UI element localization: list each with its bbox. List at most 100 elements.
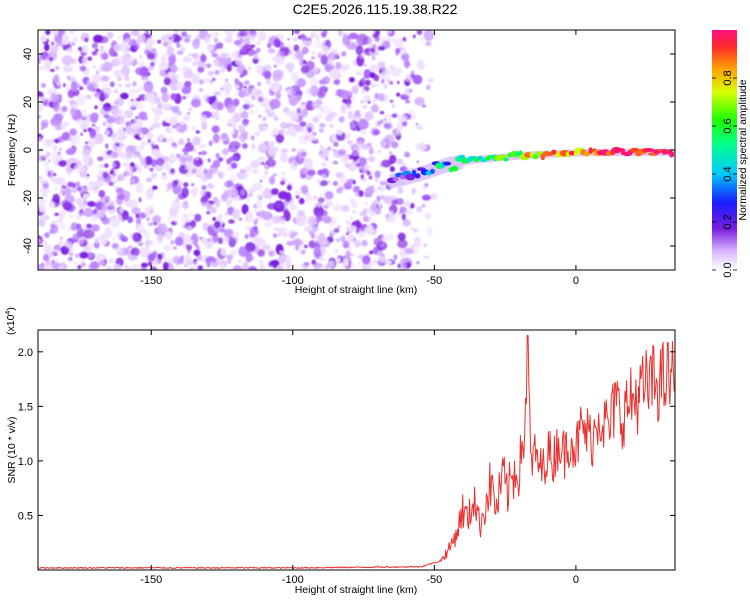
noise-speckle [102,122,106,126]
noise-speckle [379,111,385,115]
noise-speckle [380,235,387,242]
y-tick-label: 0.5 [18,510,33,522]
noise-speckle [112,111,117,118]
noise-speckle [389,166,395,172]
noise-speckle [125,37,131,43]
noise-speckle [200,54,207,63]
noise-speckle [84,185,87,190]
noise-speckle [220,52,228,59]
noise-speckle [290,87,297,96]
noise-speckle [266,98,270,102]
noise-speckle [118,84,122,87]
noise-speckle [123,112,127,118]
noise-speckle [149,167,154,172]
noise-speckle [295,215,307,227]
noise-speckle [38,153,43,164]
noise-speckle [342,145,346,148]
noise-speckle [91,123,96,127]
noise-speckle [199,79,204,85]
noise-speckle [38,136,43,142]
noise-speckle [53,113,64,122]
noise-speckle [356,71,362,76]
noise-speckle [318,266,323,270]
noise-speckle [235,93,238,97]
noise-speckle [132,128,142,135]
noise-speckle [186,94,191,98]
noise-speckle [102,171,109,179]
noise-speckle [269,98,281,109]
noise-speckle [357,230,366,238]
noise-speckle [335,61,342,70]
noise-speckle [182,147,190,153]
noise-speckle [65,148,76,156]
colorbar-tick-label: 0.6 [722,118,734,133]
noise-speckle [82,57,88,65]
noise-speckle [229,156,237,162]
noise-speckle [345,64,351,69]
noise-speckle [255,40,262,46]
noise-speckle [198,144,204,149]
noise-speckle [245,211,254,223]
noise-speckle [389,99,394,103]
noise-speckle [130,99,134,102]
noise-speckle [238,52,242,58]
noise-speckle [264,170,268,175]
noise-speckle [303,244,308,249]
noise-speckle [159,68,168,77]
noise-speckle [200,201,208,208]
noise-speckle [367,101,371,104]
noise-speckle [352,115,356,121]
noise-speckle [81,32,86,38]
noise-speckle [221,133,228,139]
noise-speckle [184,163,196,171]
noise-speckle [340,235,346,243]
noise-speckle [413,236,422,248]
noise-speckle [224,228,234,237]
noise-speckle [125,151,133,159]
noise-speckle [346,42,357,50]
noise-speckle [277,34,285,40]
noise-speckle [310,56,316,60]
noise-speckle [193,249,201,257]
noise-speckle [257,81,262,87]
noise-speckle [259,264,265,270]
noise-speckle [162,53,167,58]
noise-speckle [327,180,331,184]
signal-blob [429,168,435,174]
noise-speckle [101,203,108,213]
noise-speckle [149,99,155,105]
noise-speckle [233,128,237,133]
signal-blob [551,149,557,155]
noise-speckle [220,264,226,270]
noise-speckle [187,138,190,142]
noise-speckle [148,65,155,71]
noise-speckle [158,133,165,141]
noise-speckle [143,230,151,241]
noise-speckle [229,249,237,256]
noise-speckle [72,35,78,44]
noise-speckle [303,261,310,266]
noise-speckle [89,243,95,249]
noise-speckle [78,202,84,209]
noise-speckle [262,116,267,121]
noise-speckle [163,244,173,252]
snr-frame [37,329,676,571]
noise-speckle [154,164,164,172]
noise-speckle [288,230,294,234]
noise-speckle [363,69,372,79]
signal-blob [644,148,655,152]
noise-speckle [342,32,347,37]
noise-speckle [348,246,353,252]
noise-speckle [96,253,107,261]
noise-speckle [95,48,99,52]
noise-speckle [228,237,236,248]
noise-speckle [395,129,402,136]
noise-speckle [47,264,51,268]
noise-speckle [139,67,149,77]
noise-speckle [76,94,87,106]
noise-speckle [349,198,356,204]
noise-speckle [44,59,51,71]
noise-speckle [192,136,201,146]
noise-speckle [98,163,105,169]
colorbar-tick-label: 0.2 [722,214,734,229]
